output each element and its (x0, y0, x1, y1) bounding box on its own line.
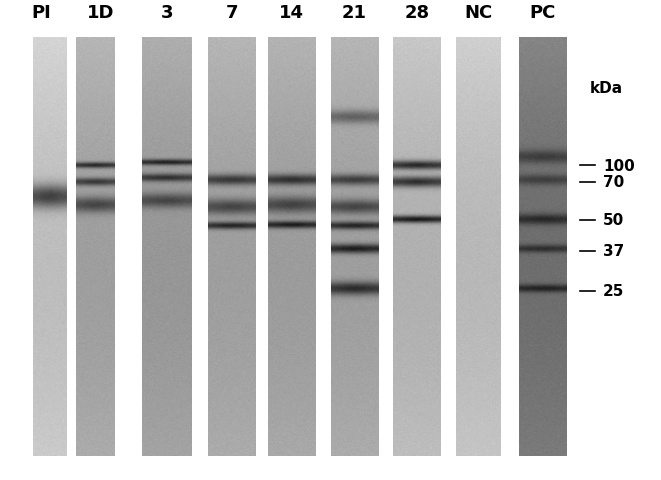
Text: NC: NC (465, 4, 492, 22)
Text: PC: PC (529, 4, 556, 22)
Text: 50: 50 (603, 213, 624, 228)
Text: 25: 25 (603, 284, 624, 299)
Text: kDa: kDa (590, 81, 623, 96)
Text: 14: 14 (279, 4, 304, 22)
Text: 1D: 1D (87, 4, 114, 22)
Text: 28: 28 (405, 4, 430, 22)
Text: 7: 7 (226, 4, 238, 22)
Text: 100: 100 (603, 158, 635, 173)
Text: PI: PI (32, 4, 52, 22)
Text: 37: 37 (603, 244, 624, 259)
Text: 3: 3 (161, 4, 173, 22)
Text: 21: 21 (342, 4, 367, 22)
Text: 70: 70 (603, 175, 624, 190)
